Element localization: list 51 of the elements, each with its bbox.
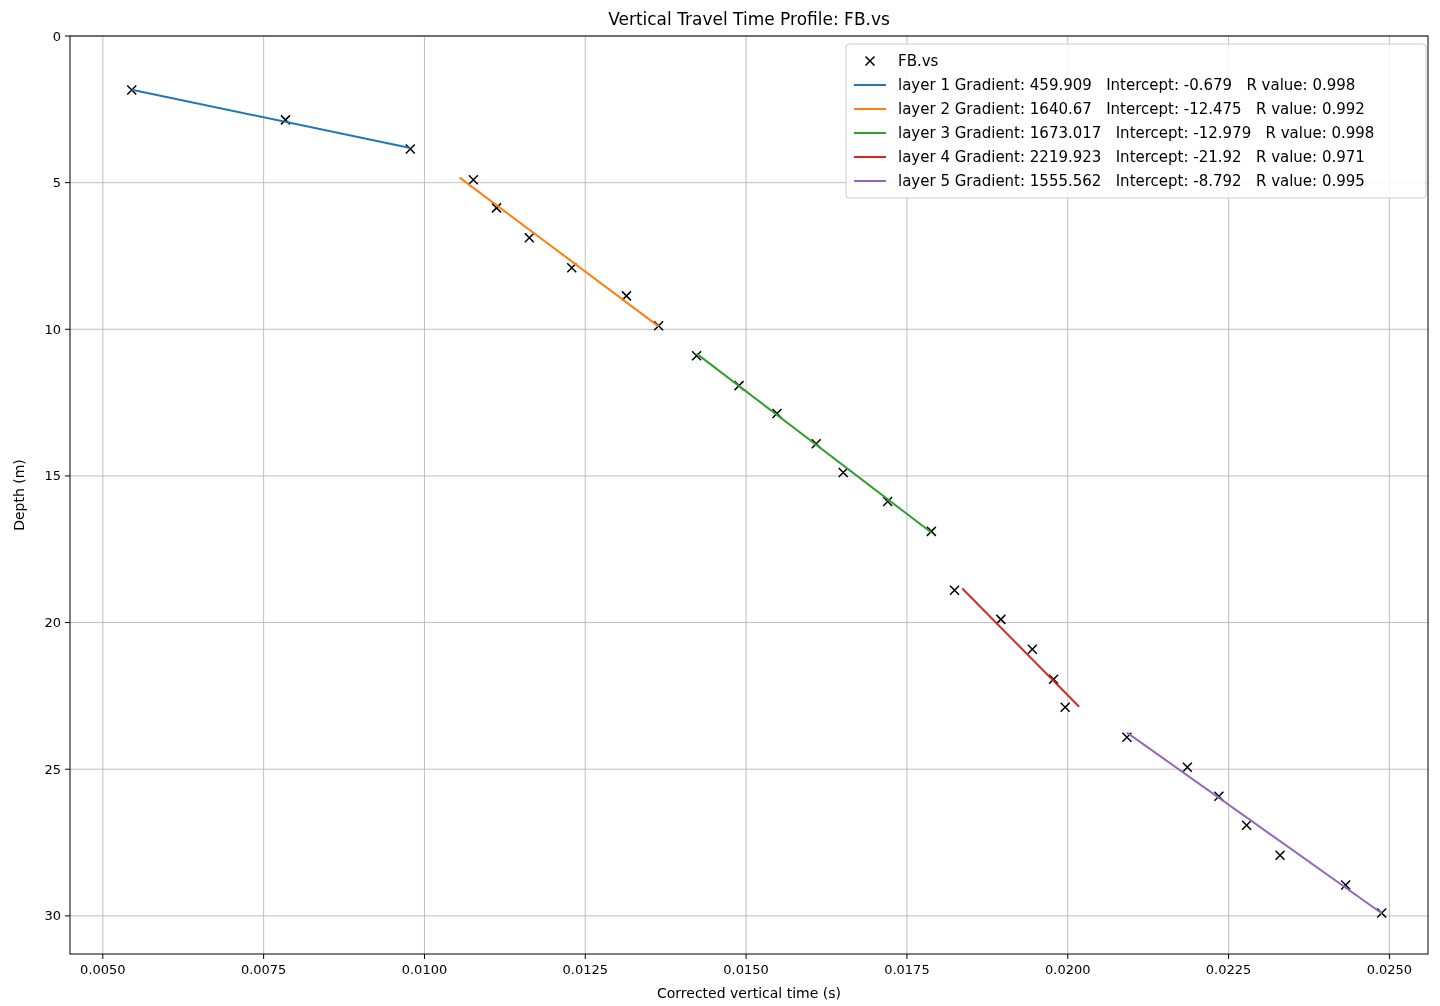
- legend-label: FB.vs: [898, 52, 939, 71]
- legend-label: layer 2 Gradient: 1640.67 Intercept: -12.475 R value: 0.992: [898, 100, 1365, 119]
- x-tick-label: 0.0100: [401, 962, 448, 977]
- point: [280, 114, 291, 126]
- point: [949, 585, 960, 596]
- x-tick-label: 0.0050: [80, 962, 126, 977]
- point: [524, 232, 535, 244]
- y-tick-label: 20: [44, 615, 61, 631]
- x-tick-label: 0.0125: [562, 962, 609, 977]
- y-axis-title: Depth (m): [11, 459, 27, 531]
- point: [995, 614, 1007, 625]
- y-tick-label: 25: [44, 761, 61, 777]
- y-tick-label: 30: [44, 908, 61, 924]
- point: [771, 408, 783, 419]
- legend-label: layer 5 Gradient: 1555.562 Intercept: -8.792 R value: 0.995: [898, 172, 1365, 191]
- point: [810, 438, 822, 449]
- y-tick-label: 15: [44, 468, 61, 484]
- x-tick-label: 0.0075: [240, 962, 287, 977]
- point: [837, 467, 849, 478]
- point: [1241, 820, 1252, 831]
- point: [468, 174, 479, 185]
- point: [1376, 907, 1387, 919]
- y-tick-label: 10: [44, 321, 61, 337]
- legend-label: layer 1 Gradient: 459.909 Intercept: -0.679 R value: 0.998: [898, 76, 1356, 95]
- point: [405, 143, 416, 155]
- point: [691, 350, 702, 361]
- point: [126, 84, 138, 96]
- y-tick-label: 5: [52, 175, 61, 191]
- x-tick-label: 0.0250: [1366, 962, 1413, 977]
- point: [491, 202, 502, 214]
- point: [653, 320, 664, 332]
- point: [926, 526, 937, 537]
- y-tick-label: 0: [52, 28, 61, 44]
- point: [621, 290, 632, 302]
- point: [1182, 761, 1193, 773]
- x-tick-label: 0.0200: [1045, 962, 1091, 977]
- point: [1340, 879, 1351, 891]
- chart-title: Vertical Travel Time Profile: FB.vs: [608, 9, 890, 29]
- point: [1059, 702, 1071, 713]
- point: [1121, 732, 1133, 743]
- point: [882, 496, 893, 507]
- x-tick-label: 0.0225: [1205, 962, 1252, 977]
- legend-label: layer 4 Gradient: 2219.923 Intercept: -21.92 R value: 0.971: [898, 148, 1365, 167]
- point: [1274, 849, 1286, 861]
- point: [1048, 673, 1059, 685]
- x-tick-label: 0.0150: [723, 962, 769, 977]
- x-tick-label: 0.0175: [884, 962, 930, 977]
- point: [566, 262, 578, 273]
- x-axis-title: Corrected vertical time (s): [657, 985, 841, 1001]
- point: [1027, 644, 1038, 655]
- legend-label: layer 3 Gradient: 1673.017 Intercept: -12.979 R value: 0.998: [898, 124, 1375, 143]
